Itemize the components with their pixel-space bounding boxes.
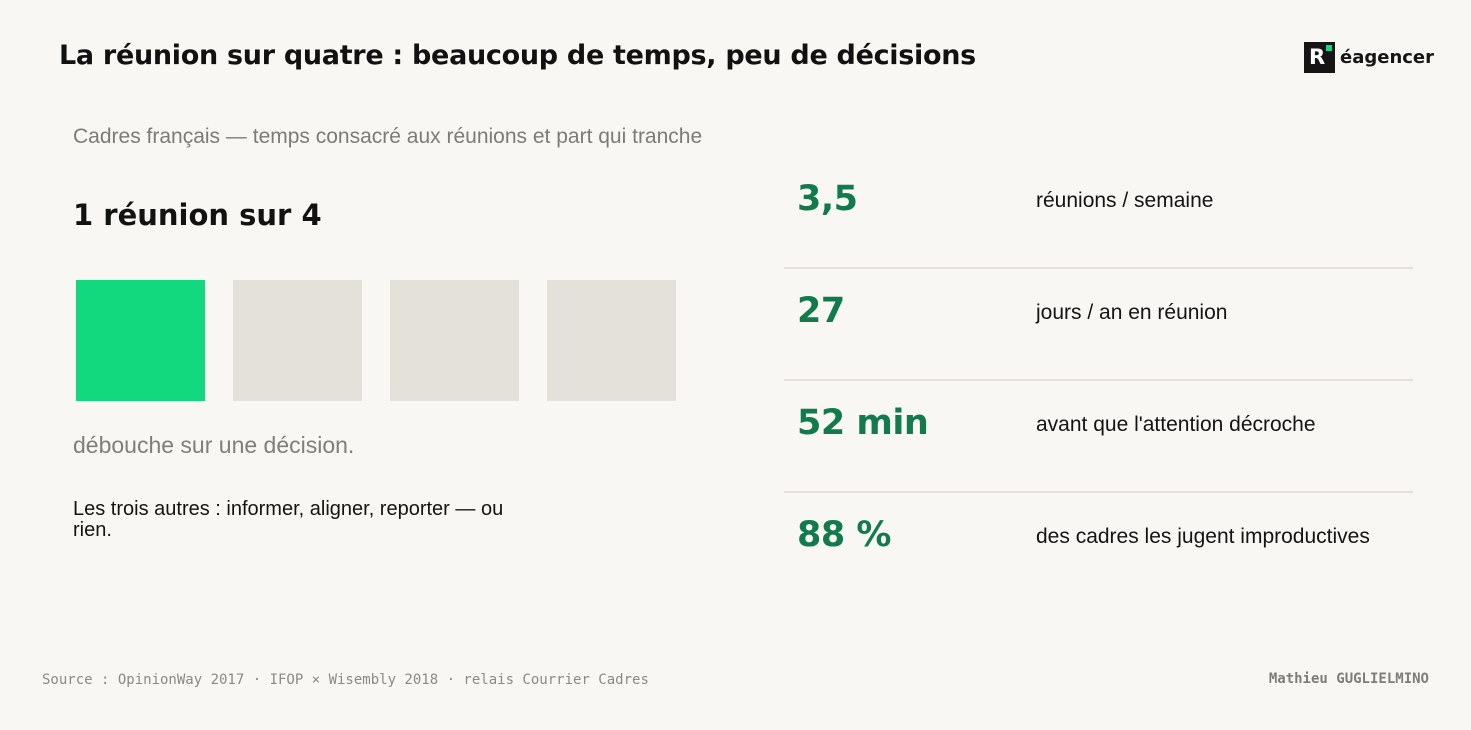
ratio-lead: débouche sur une décision. <box>73 432 355 458</box>
stat-label: avant que l'attention décroche <box>1036 413 1316 436</box>
stat-label: réunions / semaine <box>1036 189 1214 212</box>
stat-label: des cadres les jugent improductives <box>1036 525 1370 548</box>
ratio-square-highlighted <box>76 280 205 401</box>
logo-mark-letter: R <box>1309 45 1326 69</box>
author-credit: Mathieu GUGLIELMINO <box>1268 671 1429 687</box>
stat-value: 27 <box>797 291 845 331</box>
stat-row: 88 % des cadres les jugent improductives <box>784 493 1413 605</box>
stat-value: 88 % <box>797 515 891 555</box>
stat-row: 27 jours / an en réunion <box>784 269 1413 381</box>
brand-logo: R éagencer <box>1304 42 1434 73</box>
ratio-square <box>547 280 676 401</box>
page-title: La réunion sur quatre : beaucoup de temp… <box>59 40 976 71</box>
stat-value: 52 min <box>797 403 929 443</box>
source-note: Source : OpinionWay 2017 · IFOP × Wisemb… <box>42 672 649 688</box>
ratio-heading: 1 réunion sur 4 <box>73 198 322 232</box>
subtitle: Cadres français — temps consacré aux réu… <box>73 125 703 148</box>
stats-list: 3,5 réunions / semaine 27 jours / an en … <box>784 157 1413 605</box>
stat-value: 3,5 <box>797 179 858 219</box>
ratio-squares <box>76 280 676 401</box>
ratio-note: Les trois autres : informer, aligner, re… <box>73 498 504 541</box>
stat-row: 3,5 réunions / semaine <box>784 157 1413 269</box>
stat-label: jours / an en réunion <box>1036 301 1228 324</box>
ratio-square <box>233 280 362 401</box>
ratio-square <box>390 280 519 401</box>
logo-mark-icon: R <box>1304 42 1335 73</box>
logo-accent-dot <box>1326 45 1332 51</box>
stat-row: 52 min avant que l'attention décroche <box>784 381 1413 493</box>
logo-text: éagencer <box>1340 47 1435 68</box>
